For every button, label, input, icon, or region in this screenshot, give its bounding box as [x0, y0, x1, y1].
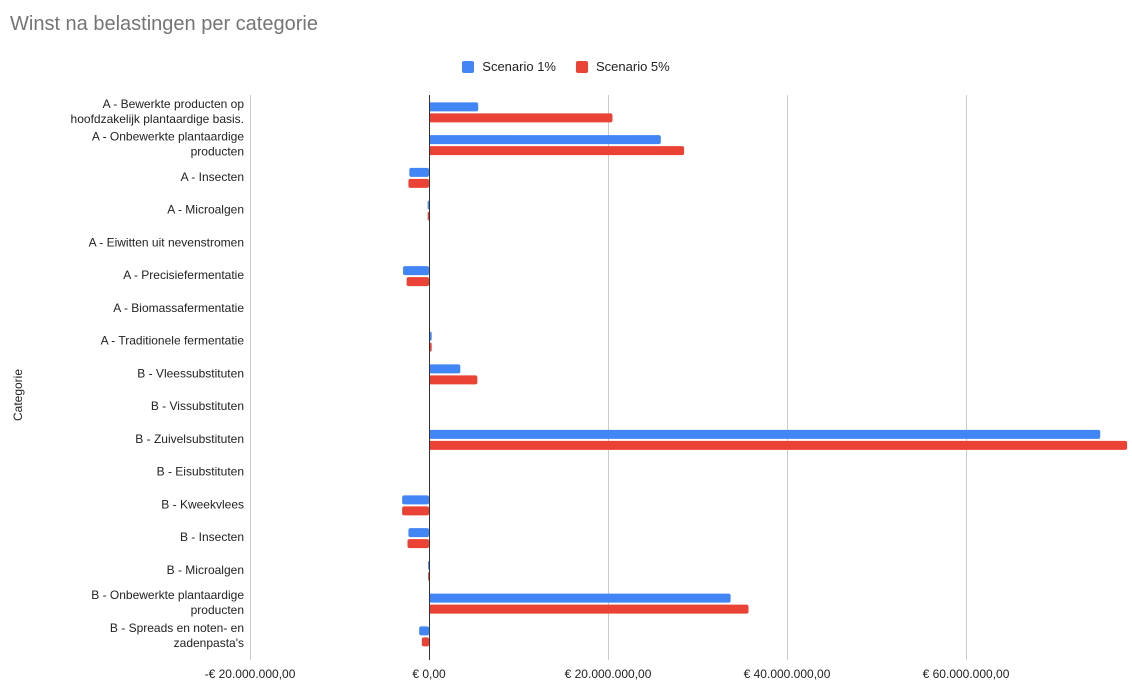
bar-s2-15	[429, 604, 749, 614]
category-label-9: B - Vissubstituten	[151, 399, 244, 413]
category-label-14: B - Microalgen	[167, 563, 244, 577]
bar-s1-10	[429, 429, 1101, 439]
x-tick-label-3: € 40.000.000,00	[744, 667, 831, 681]
category-label-4: A - Eiwitten uit nevenstromen	[89, 235, 244, 249]
legend-swatch-scenario-5	[576, 60, 588, 73]
chart-title: Winst na belastingen per categorie	[10, 13, 318, 35]
legend-item-scenario-1[interactable]: Scenario 1%	[462, 59, 556, 74]
bar-s1-1	[429, 135, 661, 145]
bar-s1-16	[419, 626, 429, 636]
category-label-6: A - Biomassafermentatie	[113, 301, 244, 315]
bar-s1-3	[427, 200, 429, 210]
bar-s1-0	[429, 102, 479, 112]
bar-s2-13	[407, 539, 429, 549]
legend-item-scenario-5[interactable]: Scenario 5%	[576, 59, 670, 74]
category-label-0: A - Bewerkte producten op hoofdzakelijk p…	[71, 97, 245, 126]
category-label-15: B - Onbewerkte plantaardige producten	[91, 588, 244, 617]
category-label-8: B - Vleessubstituten	[137, 366, 244, 380]
bar-s2-0	[429, 113, 613, 123]
bar-s1-12	[402, 495, 429, 505]
bar-s2-2	[408, 178, 429, 188]
bar-s1-2	[409, 167, 429, 177]
bar-s2-5	[406, 277, 429, 287]
bar-s2-14	[428, 571, 429, 581]
bar-s2-16	[421, 637, 429, 647]
x-tick-label-0: -€ 20.000.000,00	[205, 667, 296, 681]
bar-s1-14	[428, 560, 429, 570]
bar-s1-5	[403, 266, 429, 276]
legend-label-scenario-5: Scenario 5%	[596, 59, 670, 74]
bar-s2-12	[402, 506, 429, 516]
category-label-2: A - Insecten	[181, 170, 244, 184]
category-label-12: B - Kweekvlees	[161, 497, 244, 511]
x-tick-label-4: € 60.000.000,00	[923, 667, 1010, 681]
legend-swatch-scenario-1	[462, 60, 475, 73]
category-label-13: B - Insecten	[180, 530, 244, 544]
bar-s2-10	[429, 440, 1128, 450]
category-label-16: B - Spreads en noten- en zadenpasta's	[110, 621, 244, 650]
bar-s2-3	[427, 211, 429, 221]
bar-s1-15	[429, 593, 731, 603]
legend-label-scenario-1: Scenario 1%	[482, 59, 556, 74]
category-label-10: B - Zuivelsubstituten	[135, 432, 244, 446]
category-label-7: A - Traditionele fermentatie	[101, 334, 245, 348]
category-label-1: A - Onbewerkte plantaardige producten	[92, 130, 244, 159]
x-tick-label-1: € 0,00	[412, 667, 446, 681]
x-tick-label-2: € 20.000.000,00	[565, 667, 652, 681]
legend: Scenario 1% Scenario 5%	[0, 59, 1132, 74]
bar-s1-8	[429, 364, 461, 374]
bar-s2-8	[429, 375, 478, 385]
category-label-11: B - Eisubstituten	[157, 465, 244, 479]
bar-s2-1	[429, 146, 685, 156]
bar-s1-13	[408, 528, 429, 538]
category-label-3: A - Microalgen	[167, 203, 244, 217]
category-label-5: A - Precisiefermentatie	[123, 268, 244, 282]
